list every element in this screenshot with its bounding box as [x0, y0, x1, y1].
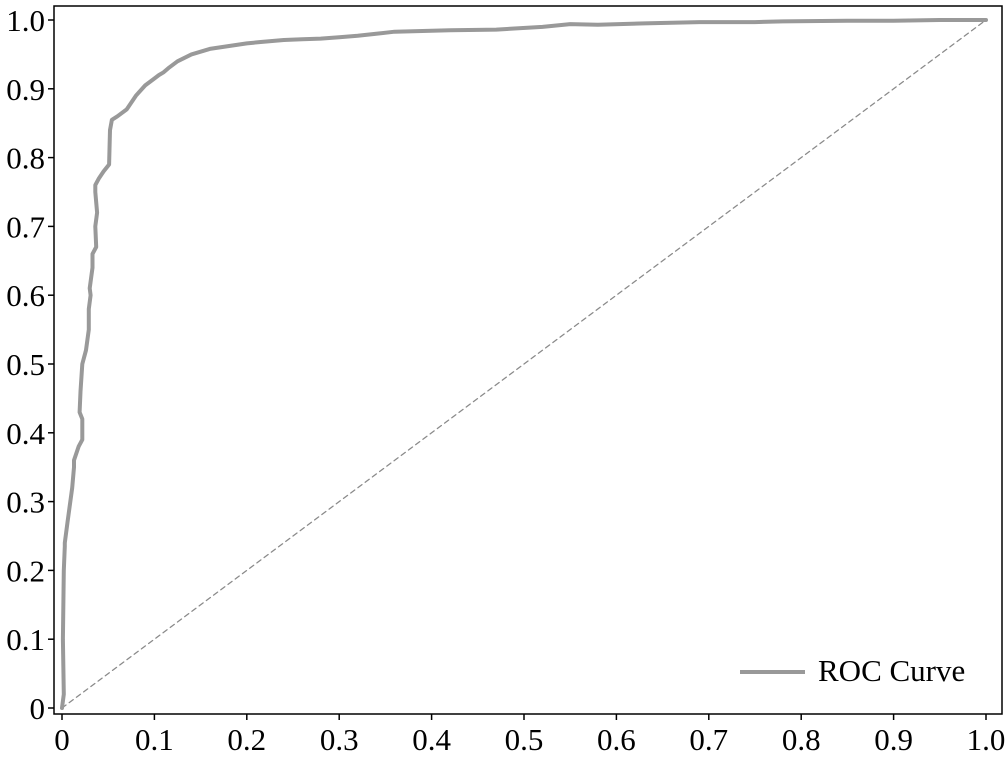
x-tick-label: 0.8	[782, 722, 821, 757]
y-tick-label: 0.4	[6, 416, 45, 451]
x-tick-label: 0.2	[227, 722, 266, 757]
legend-label-roc: ROC Curve	[818, 653, 965, 688]
series-layer	[60, 18, 988, 710]
y-tick-label: 0.3	[6, 485, 45, 520]
y-tick-label: 0.8	[6, 141, 45, 176]
x-tick-label: 0.6	[597, 722, 636, 757]
y-tick-label: 0.2	[6, 553, 45, 588]
x-tick-label: 0.1	[135, 722, 174, 757]
y-axis: 0 0.1 0.2 0.3 0.4 0.5 0.6 0.7 0.8 0.9 1.0	[6, 3, 54, 726]
x-tick-label: 0	[54, 722, 70, 757]
y-tick-label: 0.6	[6, 278, 45, 313]
x-tick-label: 1.0	[967, 722, 1006, 757]
x-tick-label: 0.5	[505, 722, 544, 757]
x-tick-label: 0.9	[874, 722, 913, 757]
y-tick-label: 1.0	[6, 3, 45, 38]
legend: ROC Curve	[740, 653, 965, 688]
plot-frame	[53, 5, 1003, 715]
roc-curve-line	[60, 18, 988, 710]
x-tick-label: 0.3	[320, 722, 359, 757]
y-tick-label: 0	[30, 691, 46, 726]
x-axis: 0 0.1 0.2 0.3 0.4 0.5 0.6 0.7 0.8 0.9 1.0	[54, 714, 1005, 757]
y-tick-label: 0.9	[6, 72, 45, 107]
y-tick-label: 0.5	[6, 347, 45, 382]
chance-diagonal-line	[61, 19, 987, 709]
y-tick-label: 0.7	[6, 209, 45, 244]
y-tick-label: 0.1	[6, 622, 45, 657]
x-tick-label: 0.4	[412, 722, 451, 757]
x-tick-label: 0.7	[689, 722, 728, 757]
